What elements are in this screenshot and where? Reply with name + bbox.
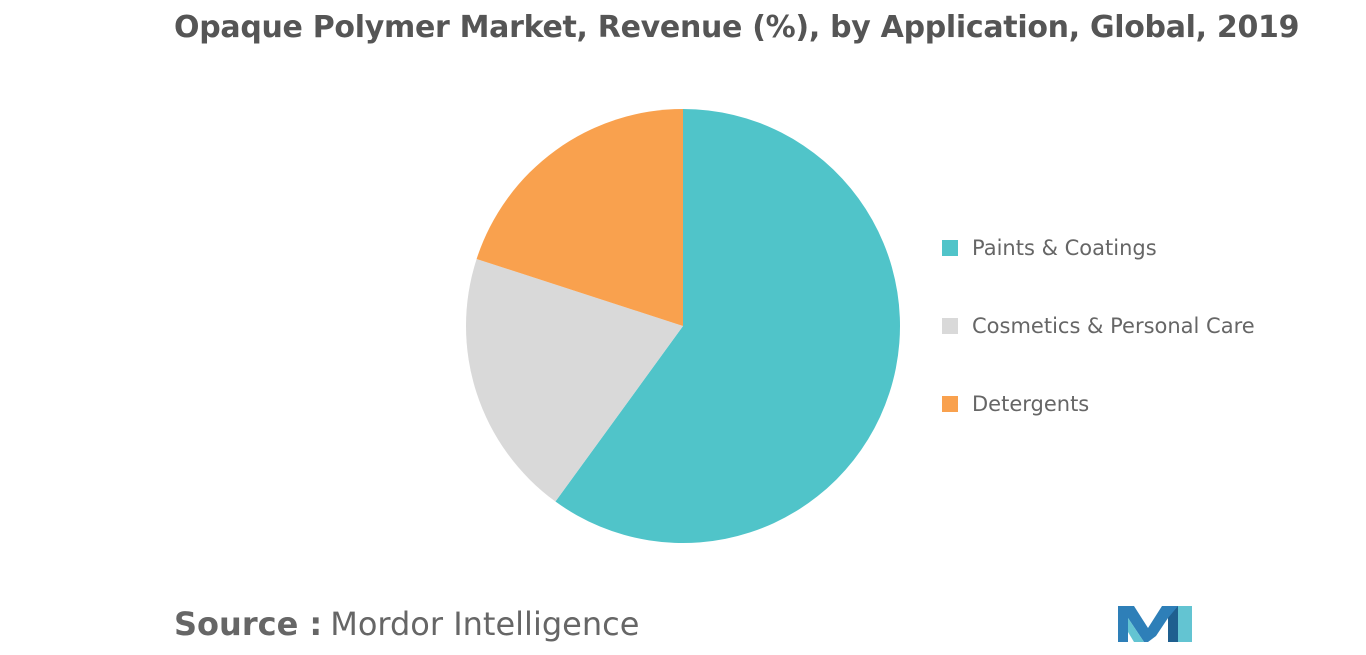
legend-item-paints-coatings: Paints & Coatings — [942, 232, 1255, 264]
source-note: Source : Mordor Intelligence — [174, 605, 639, 643]
chart-legend: Paints & Coatings Cosmetics & Personal C… — [942, 232, 1255, 466]
slice-detergents — [476, 108, 683, 326]
source-prefix: Source : — [174, 605, 323, 643]
slice-paints-coatings — [555, 109, 900, 543]
legend-swatch — [942, 240, 958, 256]
legend-label: Cosmetics & Personal Care — [972, 314, 1255, 338]
chart-title: Opaque Polymer Market, Revenue (%), by A… — [174, 10, 1300, 45]
source-name: Mordor Intelligence — [330, 605, 640, 643]
legend-swatch — [942, 396, 958, 412]
legend-item-detergents: Detergents — [942, 388, 1255, 420]
legend-label: Paints & Coatings — [972, 236, 1157, 260]
legend-item-cosmetics-personal-care: Cosmetics & Personal Care — [942, 310, 1255, 342]
mordor-intelligence-logo-icon — [1118, 606, 1192, 642]
slice-cosmetics-personal-care — [466, 258, 683, 502]
legend-label: Detergents — [972, 392, 1090, 416]
legend-swatch — [942, 318, 958, 334]
pie-slices — [466, 108, 900, 543]
